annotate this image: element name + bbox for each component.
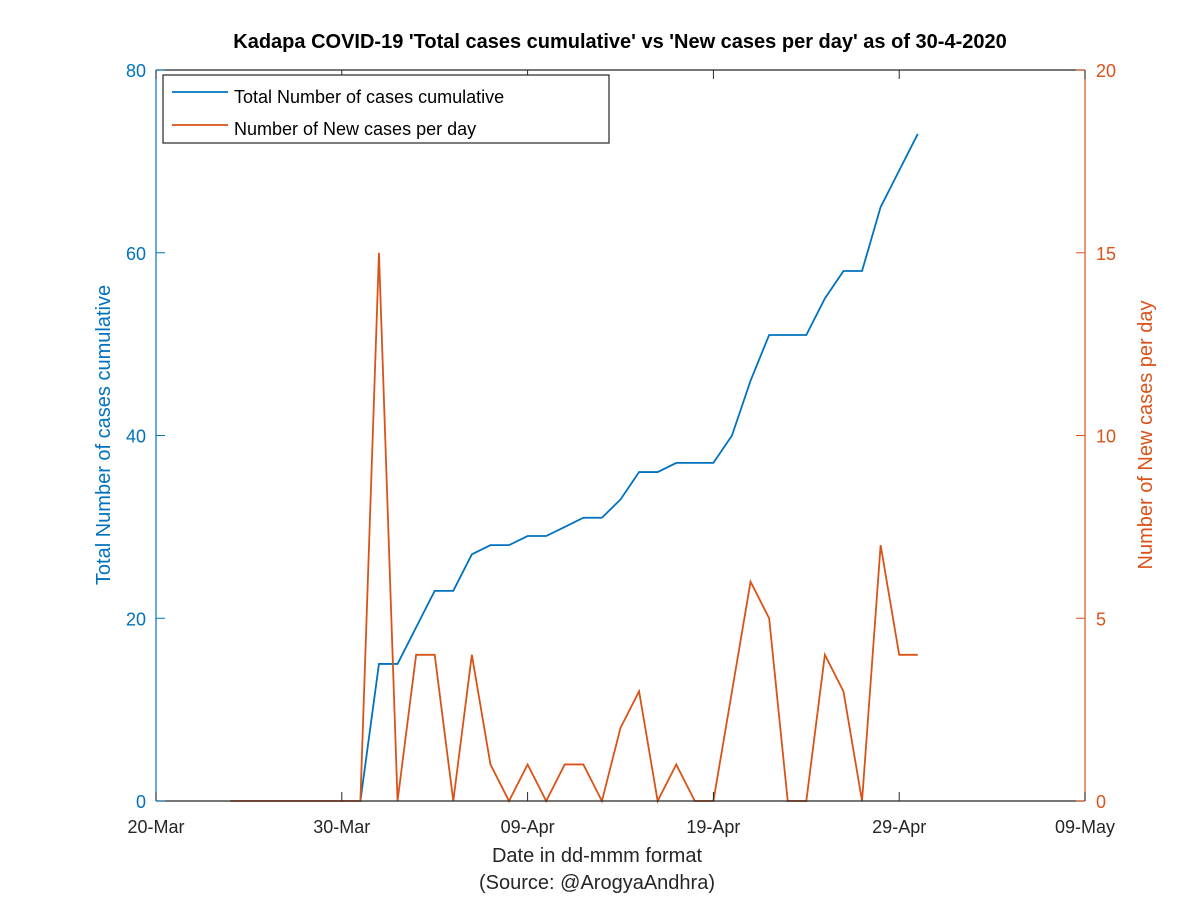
legend: Total Number of cases cumulative Number …	[162, 74, 610, 144]
x-tick-label: 20-Mar	[127, 817, 184, 837]
x-axis-source-label: (Source: @ArogyaAndhra)	[479, 872, 715, 894]
right-y-tick-label: 0	[1096, 792, 1106, 812]
right-y-tick-label: 5	[1096, 609, 1106, 629]
plot-background	[156, 70, 1085, 801]
x-tick-label: 29-Apr	[872, 817, 926, 837]
x-tick-label: 19-Apr	[686, 817, 740, 837]
right-y-axis-label: Number of New cases per day	[1135, 300, 1157, 569]
left-y-tick-label: 20	[126, 609, 146, 629]
left-y-tick-label: 60	[126, 244, 146, 264]
x-axis-label: Date in dd-mmm format	[492, 845, 702, 867]
legend-label-new-cases: Number of New cases per day	[234, 119, 476, 139]
left-y-axis-label: Total Number of cases cumulative	[93, 285, 115, 585]
x-tick-label: 09-Apr	[501, 817, 555, 837]
series-line-total-cases	[359, 133, 919, 802]
x-tick-label: 30-Mar	[313, 817, 370, 837]
left-y-tick-label: 40	[126, 427, 146, 447]
plot-area	[156, 70, 1085, 801]
right-y-tick-label: 20	[1096, 61, 1116, 81]
right-y-tick-label: 10	[1096, 427, 1116, 447]
left-y-tick-label: 0	[136, 792, 146, 812]
right-y-tick-label: 15	[1096, 244, 1116, 264]
chart-title: Kadapa COVID-19 'Total cases cumulative'…	[233, 31, 1006, 53]
x-tick-label: 09-May	[1055, 817, 1115, 837]
left-y-axis-ticks: 0 20 40 60 80	[126, 61, 165, 812]
right-y-axis-ticks: 0 5 10 15 20	[1076, 61, 1116, 812]
legend-label-total-cases: Total Number of cases cumulative	[234, 87, 504, 107]
left-y-tick-label: 80	[126, 61, 146, 81]
legend-box	[162, 74, 610, 144]
x-axis-ticks: 20-Mar 30-Mar 09-Apr 19-Apr 29-Apr 09-May	[127, 70, 1115, 837]
